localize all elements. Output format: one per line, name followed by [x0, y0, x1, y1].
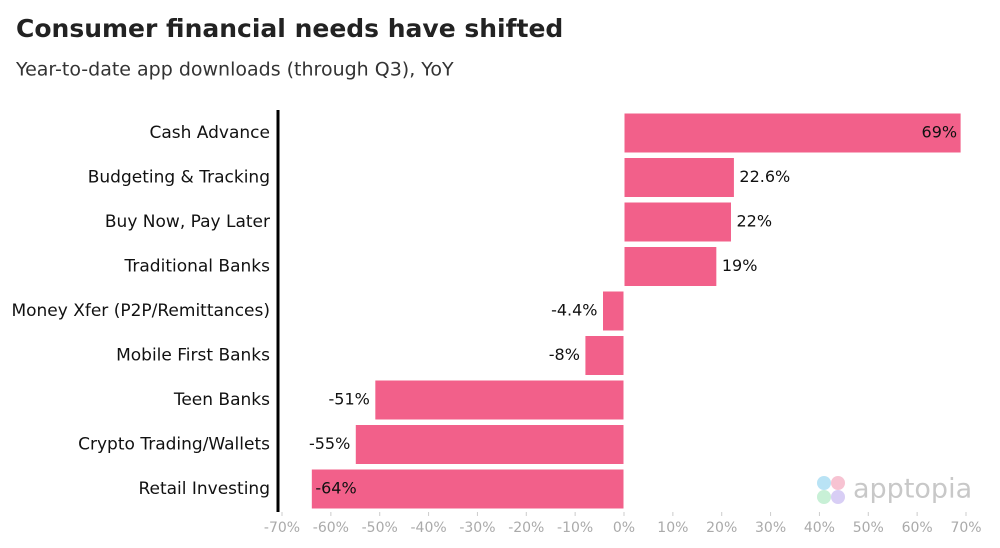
data-label: -64% — [315, 479, 356, 498]
bar — [310, 468, 625, 510]
x-tick-label: 10% — [657, 520, 688, 536]
x-tick-label: -60% — [313, 520, 349, 536]
bar — [623, 201, 732, 243]
x-tick-label: -40% — [410, 520, 446, 536]
bar — [584, 335, 625, 376]
x-tick-label: -30% — [459, 520, 495, 536]
x-tick-label: 30% — [755, 520, 786, 536]
x-tick-label: 40% — [804, 520, 835, 536]
data-label: 22.6% — [739, 167, 790, 186]
bar — [354, 424, 625, 465]
y-tick-label: Crypto Trading/Wallets — [78, 435, 270, 455]
x-tick-label: -20% — [508, 520, 544, 536]
y-tick-label: Traditional Banks — [124, 257, 271, 277]
data-label: -4.4% — [551, 301, 597, 320]
x-tick-label: 60% — [902, 520, 933, 536]
y-tick-label: Budgeting & Tracking — [88, 168, 270, 188]
logo — [817, 476, 845, 504]
data-label: 69% — [922, 123, 958, 142]
x-tick-label: 0% — [613, 520, 635, 536]
y-tick-label: Retail Investing — [138, 479, 270, 499]
bar — [623, 246, 718, 287]
y-tick-label: Teen Banks — [173, 390, 270, 410]
bar — [623, 112, 962, 154]
data-label: -8% — [549, 345, 580, 364]
y-tick-label: Money Xfer (P2P/Remittances) — [11, 301, 270, 321]
data-label: -55% — [309, 434, 350, 453]
data-label: -51% — [328, 390, 369, 409]
x-tick-label: 20% — [706, 520, 737, 536]
y-tick-label: Mobile First Banks — [116, 346, 270, 366]
y-tick-label: Buy Now, Pay Later — [105, 212, 270, 232]
x-tick-label: 70% — [950, 520, 981, 536]
x-tick-label: 50% — [853, 520, 884, 536]
x-tick-label: -50% — [362, 520, 398, 536]
data-label: 22% — [736, 212, 772, 231]
data-label: 19% — [722, 256, 758, 275]
bar — [623, 157, 735, 198]
chart-subtitle: Year-to-date app downloads (through Q3),… — [15, 59, 454, 81]
y-tick-label: Cash Advance — [149, 123, 270, 143]
bar — [374, 379, 625, 421]
bar — [602, 290, 625, 332]
chart-title: Consumer financial needs have shifted — [16, 14, 563, 43]
x-tick-label: -70% — [264, 520, 300, 536]
watermark: apptopia — [853, 474, 972, 505]
x-tick-label: -10% — [557, 520, 593, 536]
